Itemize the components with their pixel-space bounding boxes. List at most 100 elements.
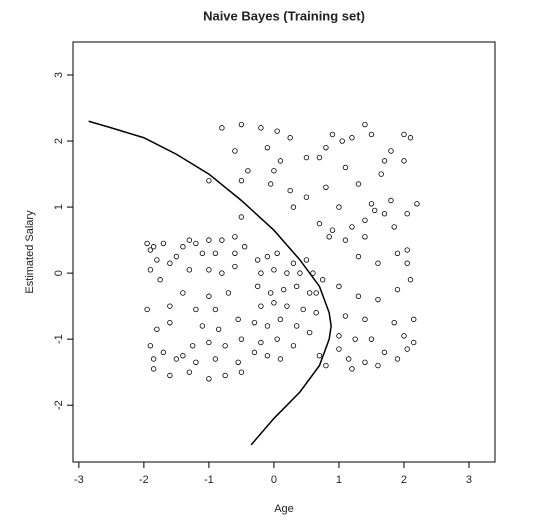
data-point: [199, 250, 206, 257]
data-point: [306, 329, 313, 336]
plot-frame: [72, 41, 496, 463]
data-point: [293, 283, 300, 290]
data-point: [186, 237, 193, 243]
data-point: [303, 154, 310, 161]
data-point: [180, 352, 186, 359]
data-point: [251, 349, 258, 356]
data-point: [193, 240, 199, 247]
y-tick-label: -2: [53, 400, 65, 410]
data-point: [401, 131, 407, 138]
data-point: [206, 177, 212, 184]
data-point: [411, 339, 417, 346]
data-point: [212, 356, 219, 362]
data-point: [329, 227, 336, 233]
data-point: [154, 257, 160, 263]
y-axis-label: Estimated Salary: [24, 210, 36, 294]
x-tick-label: 1: [336, 474, 342, 486]
data-point: [206, 237, 212, 243]
data-point: [238, 214, 245, 220]
data-point: [368, 336, 375, 342]
data-point: [381, 158, 388, 164]
y-tick-label: -1: [53, 334, 65, 344]
data-point: [349, 366, 355, 372]
data-point: [336, 283, 342, 290]
data-point: [297, 270, 303, 276]
data-point: [290, 260, 297, 266]
data-point: [267, 181, 274, 187]
data-point: [150, 366, 157, 372]
data-point: [345, 356, 352, 362]
data-point: [235, 316, 241, 323]
data-point: [147, 343, 154, 349]
data-point: [238, 177, 245, 184]
data-point: [238, 369, 245, 375]
data-point: [258, 303, 264, 309]
data-point: [394, 286, 401, 293]
data-point: [293, 323, 300, 329]
data-point: [284, 303, 290, 309]
data-point: [274, 250, 280, 257]
data-point: [300, 306, 306, 313]
y-tick-label: 0: [53, 270, 65, 276]
x-tick-label: 0: [271, 474, 277, 486]
data-point: [381, 349, 388, 356]
data-point: [212, 250, 219, 257]
data-point: [274, 128, 280, 134]
y-tick-label: 3: [53, 72, 65, 78]
data-point: [254, 283, 261, 290]
data-point: [258, 270, 264, 276]
data-point: [362, 121, 368, 128]
data-point: [264, 323, 271, 329]
data-point: [362, 217, 368, 224]
data-point: [290, 204, 297, 210]
data-point: [316, 220, 323, 227]
data-point: [193, 306, 199, 313]
data-point: [167, 372, 173, 379]
data-point: [339, 138, 345, 144]
data-point: [222, 343, 228, 349]
data-point: [287, 187, 293, 194]
data-point: [215, 326, 222, 332]
data-point: [303, 194, 310, 200]
data-point: [310, 270, 316, 276]
data-point: [144, 240, 150, 247]
data-point: [336, 204, 342, 210]
data-point: [186, 369, 193, 375]
data-point: [280, 286, 287, 293]
chart-title: Naive Bayes (Training set): [203, 8, 365, 23]
data-point: [378, 171, 384, 177]
data-point: [401, 333, 407, 339]
data-point: [326, 234, 332, 240]
x-tick-label: -2: [139, 474, 149, 486]
data-point: [180, 244, 186, 250]
data-point: [258, 125, 264, 131]
data-point: [219, 270, 225, 276]
data-point: [173, 253, 180, 260]
x-tick-label: 3: [466, 474, 472, 486]
data-point: [264, 352, 271, 359]
data-point: [336, 346, 342, 352]
data-point: [394, 250, 401, 257]
data-point: [287, 135, 293, 141]
data-point: [404, 210, 410, 217]
data-point: [180, 290, 186, 296]
data-point: [232, 148, 238, 154]
data-point: [277, 158, 284, 164]
data-point: [150, 244, 157, 250]
data-point: [147, 247, 154, 253]
data-point: [349, 135, 355, 141]
data-point: [407, 135, 414, 141]
data-point: [241, 244, 248, 250]
data-point: [206, 267, 212, 273]
data-point: [264, 253, 271, 260]
data-point: [404, 247, 410, 253]
data-point: [238, 336, 245, 342]
data-point: [316, 154, 323, 161]
x-axis-label: Age: [274, 503, 294, 515]
data-point: [232, 250, 238, 257]
data-point: [157, 277, 163, 283]
data-point: [258, 339, 264, 346]
data-point: [271, 267, 277, 273]
data-point: [150, 356, 157, 362]
